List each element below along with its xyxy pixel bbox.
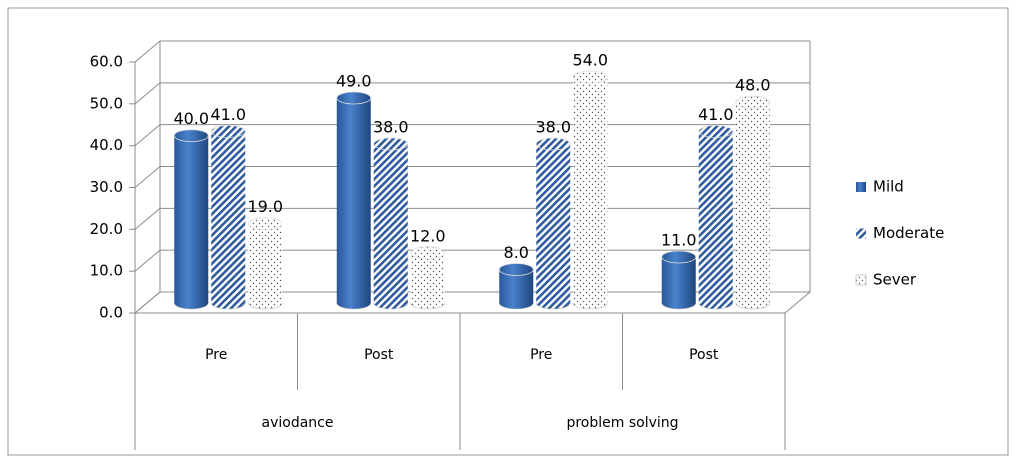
bar-top <box>247 217 283 230</box>
bar-top <box>698 125 734 138</box>
bar <box>173 129 209 310</box>
bar-top <box>572 70 608 84</box>
bar-top <box>336 91 372 105</box>
y-tick-label: 60.0 <box>90 53 123 71</box>
grid-side <box>134 124 161 147</box>
grid-line <box>134 82 810 105</box>
grid-side <box>134 291 161 314</box>
bar-body <box>410 252 445 303</box>
y-tick-label: 50.0 <box>90 94 123 112</box>
bar-top <box>373 137 409 151</box>
bar-top <box>535 137 571 151</box>
legend-swatch <box>855 274 867 286</box>
x-tick-label: Pre <box>205 347 227 363</box>
bar-top <box>498 263 534 276</box>
bar-body <box>336 98 371 304</box>
value-label: 19.0 <box>247 197 283 216</box>
group-label: problem solving <box>566 415 678 431</box>
value-label: 48.0 <box>735 76 771 95</box>
legend-label: Moderate <box>873 224 944 242</box>
bar-body <box>211 131 246 303</box>
x-tick-label: Post <box>364 347 394 363</box>
grid-side <box>134 166 161 188</box>
grid-line <box>134 124 810 147</box>
bar-top <box>210 125 246 138</box>
bar-top <box>661 250 697 264</box>
bar <box>661 250 697 310</box>
bar <box>498 263 534 310</box>
group-label: aviodance <box>262 415 334 431</box>
bar-top <box>735 95 771 109</box>
value-label: 41.0 <box>698 105 734 124</box>
bar-body <box>174 135 209 303</box>
bar <box>247 217 283 310</box>
bar-body <box>735 102 770 303</box>
bar-top <box>173 129 209 143</box>
value-label: 12.0 <box>410 226 446 245</box>
value-label: 54.0 <box>572 51 608 70</box>
bar-body <box>248 223 283 303</box>
bar-body <box>661 256 696 303</box>
value-label: 40.0 <box>173 109 209 128</box>
bar-body <box>698 131 733 303</box>
bar <box>735 95 771 310</box>
grid-side <box>134 249 161 272</box>
bar-body <box>373 144 408 303</box>
bar-body <box>573 77 608 303</box>
legend-swatch <box>856 228 866 239</box>
bar <box>572 70 608 310</box>
grid-side <box>134 207 161 230</box>
bar <box>336 91 372 310</box>
bar <box>698 125 734 310</box>
value-label: 38.0 <box>535 118 571 137</box>
legend-label: Sever <box>873 271 917 289</box>
value-label: 38.0 <box>373 118 409 137</box>
bar-top <box>410 246 446 260</box>
y-tick-label: 30.0 <box>90 178 123 196</box>
x-tick-label: Pre <box>530 347 552 363</box>
grid-side <box>134 40 161 63</box>
y-tick-label: 40.0 <box>90 136 123 154</box>
y-tick-label: 20.0 <box>90 220 123 238</box>
bar <box>410 246 446 310</box>
grid-line <box>134 40 810 63</box>
legend-swatch <box>856 182 866 192</box>
bar <box>535 137 571 310</box>
bar <box>210 125 246 310</box>
value-label: 11.0 <box>661 230 697 249</box>
grid-side <box>134 82 161 105</box>
y-tick-label: 10.0 <box>90 262 123 280</box>
y-tick-label: 0.0 <box>99 304 123 322</box>
bar <box>373 137 409 310</box>
legend-label: Mild <box>873 178 904 196</box>
value-label: 41.0 <box>210 105 246 124</box>
bar-body <box>536 144 571 303</box>
value-label: 49.0 <box>336 72 372 91</box>
value-label: 8.0 <box>504 243 529 262</box>
x-tick-label: Post <box>689 347 719 363</box>
